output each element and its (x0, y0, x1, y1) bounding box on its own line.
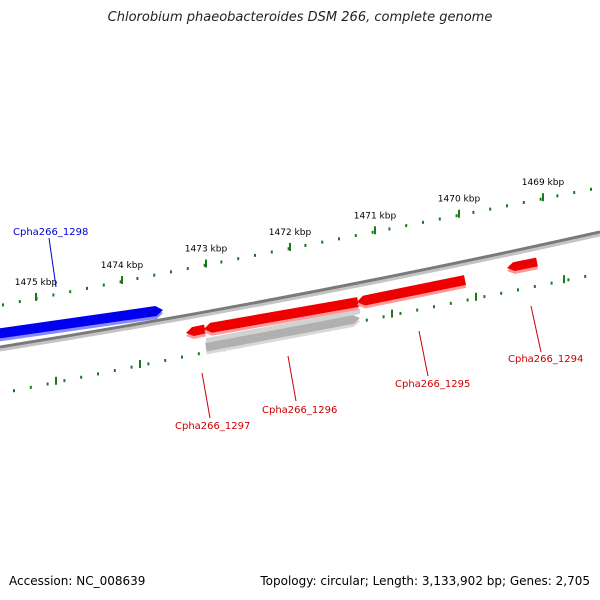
kbp-tick-label: 1469 kbp (522, 178, 565, 188)
gene-label-cpha266-1296[interactable]: Cpha266_1296 (262, 405, 337, 416)
gene-cpha266-1295[interactable] (357, 275, 466, 309)
kbp-tick-label: 1471 kbp (354, 211, 397, 221)
gene-cpha266-1297[interactable] (186, 324, 206, 339)
gene-cpha266-1296-red-body (204, 297, 359, 333)
gene-track (0, 257, 538, 355)
gene-cpha266-1296-red[interactable] (204, 297, 359, 336)
kbp-tick-label: 1475 kbp (15, 278, 58, 288)
genome-backbone (0, 230, 600, 349)
gene-cpha266-1296[interactable] (205, 314, 360, 355)
kbp-tick-label: 1470 kbp (438, 195, 481, 205)
outer-tick-track: 1475 kbp 1474 kbp 1473 kbp 1472 kbp 1471 kbp… (2, 178, 592, 307)
gene-cpha266-1296-body (205, 314, 360, 352)
genome-title: Chlorobium phaeobacteroides DSM 266, com… (107, 10, 493, 25)
gene-cpha266-1296-top (206, 309, 360, 343)
gene-label-layer: Cpha266_1298 Cpha266_1297 Cpha266_1296 Cpha… (13, 227, 583, 432)
leader-line-cpha266-1296 (287, 355, 297, 402)
gene-cpha266-1294-body (507, 257, 538, 272)
kbp-tick-label: 1474 kbp (101, 261, 144, 271)
gene-label-cpha266-1294[interactable]: Cpha266_1294 (508, 354, 583, 365)
kbp-tick-label: 1473 kbp (185, 244, 228, 254)
gene-cpha266-1297-body (186, 324, 206, 336)
gene-label-cpha266-1295[interactable]: Cpha266_1295 (395, 379, 470, 390)
gene-cpha266-1295-body (357, 275, 466, 306)
leader-line-cpha266-1294 (530, 305, 542, 353)
gene-cpha266-1298-body (0, 306, 163, 339)
leader-line-cpha266-1297 (201, 372, 211, 419)
gene-label-cpha266-1298[interactable]: Cpha266_1298 (13, 227, 88, 238)
accession-text: Accession: NC_008639 (9, 574, 146, 588)
leader-line-cpha266-1298 (48, 237, 57, 288)
gene-cpha266-1298[interactable] (0, 306, 163, 342)
gene-cpha266-1294[interactable] (507, 257, 538, 275)
topology-text: Topology: circular; Length: 3,133,902 bp… (260, 574, 590, 588)
kbp-tick-label: 1472 kbp (269, 228, 312, 238)
genome-backbone-shadow (0, 233, 600, 352)
leader-line-cpha266-1295 (418, 330, 429, 377)
gene-label-cpha266-1297[interactable]: Cpha266_1297 (175, 421, 250, 432)
